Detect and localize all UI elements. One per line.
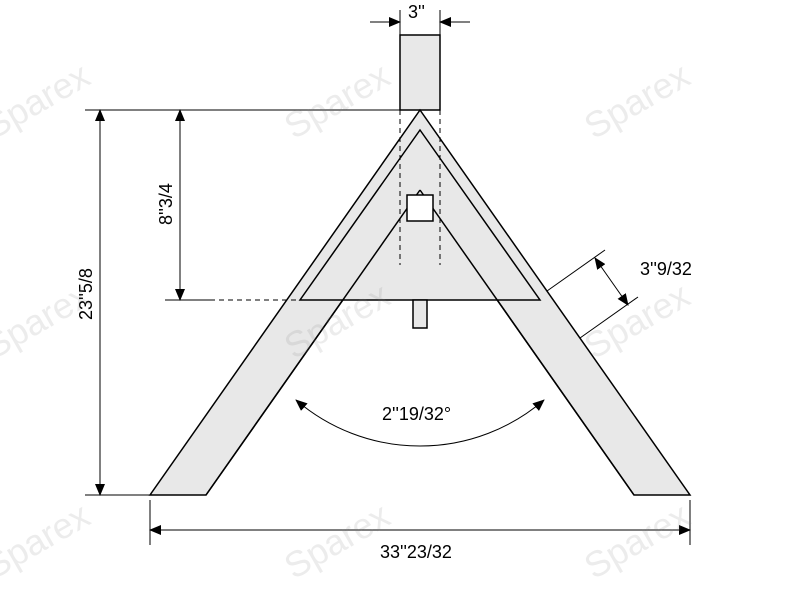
dim-angle-label: 2''19/32°: [382, 404, 451, 424]
top-tab: [400, 35, 440, 110]
dim-upper-height: 8''3/4: [156, 110, 210, 300]
technical-drawing-svg: 3'' 23''5/8 8''3/4 3''9/32 2''19/32° 33'…: [0, 0, 800, 600]
dim-angle: 2''19/32°: [296, 400, 544, 446]
dim-top-width-label: 3'': [408, 2, 425, 22]
dim-total-height-label: 23''5/8: [76, 268, 96, 320]
diagram-container: 3'' 23''5/8 8''3/4 3''9/32 2''19/32° 33'…: [0, 0, 800, 600]
dim-top-width: 3'': [370, 2, 470, 35]
square-hole: [407, 195, 433, 221]
a-frame-shape: [150, 35, 690, 495]
dim-upper-height-label: 8''3/4: [156, 183, 176, 225]
dim-base-width: 33''23/32: [150, 500, 690, 562]
locking-pin: [413, 300, 427, 328]
dim-base-width-label: 33''23/32: [380, 542, 452, 562]
dim-beam-thickness-label: 3''9/32: [640, 259, 692, 279]
